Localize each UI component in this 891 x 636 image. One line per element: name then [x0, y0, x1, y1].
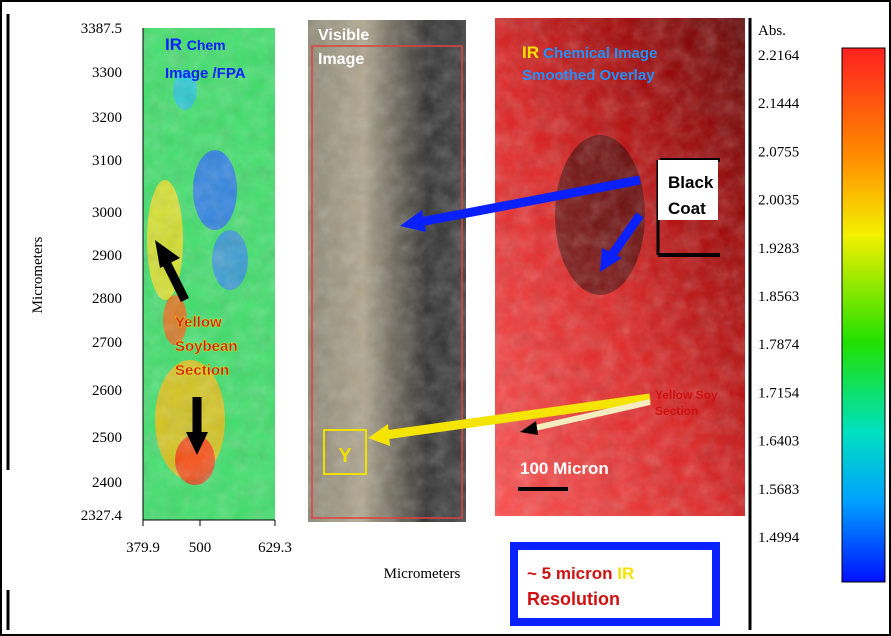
- colorbar-tick-label: 2.0755: [758, 144, 799, 160]
- y-tick-label: 2400: [92, 475, 122, 491]
- resolution-text: ~ 5 micron IR: [527, 564, 634, 583]
- overlay-image: [495, 18, 745, 516]
- colorbar-tick-label: 1.5683: [758, 482, 799, 498]
- annotation: Coat: [668, 199, 706, 218]
- title: IR Chem: [165, 35, 226, 54]
- title: Image /FPA: [165, 65, 246, 82]
- y-tick-label: 3200: [92, 110, 122, 126]
- y-tick-label: 3000: [92, 205, 122, 221]
- y-tick-label: 3300: [92, 65, 122, 81]
- x-tick-label: 500: [189, 540, 212, 556]
- figure: IR Chem Image /FPA Micrometers Micromete…: [0, 0, 891, 636]
- x-tick-label: 629.3: [258, 540, 292, 556]
- y-tick-label: 2900: [92, 248, 122, 264]
- colorbar-tick-label: 1.4994: [758, 530, 800, 546]
- colorbar-tick-label: 2.1444: [758, 96, 800, 112]
- y-tick-label: 2500: [92, 430, 122, 446]
- colorbar-tick-label: 1.7154: [758, 385, 800, 401]
- title: Smoothed Overlay: [522, 67, 655, 84]
- colorbar-tick-label: 1.7874: [758, 337, 800, 353]
- annotation: Black: [668, 173, 714, 192]
- x-tick-label: 379.9: [126, 540, 160, 556]
- resolution-box: [514, 546, 716, 622]
- x-axis-label: Micrometers: [384, 566, 461, 582]
- y-tick-label: 3100: [92, 153, 122, 169]
- colorbar-tick-label: 1.6403: [758, 434, 799, 450]
- title: Visible: [318, 27, 369, 44]
- colorbar-label: Abs.: [758, 23, 786, 39]
- annotation: Yellow: [175, 314, 222, 331]
- annotation: Section: [175, 362, 229, 379]
- colorbar-tick-label: 2.0035: [758, 193, 799, 209]
- y-tick-label: 2600: [92, 383, 122, 399]
- y-tick-label: 2800: [92, 291, 122, 307]
- ir-image: [143, 28, 275, 520]
- y-tick-label: 3387.5: [81, 21, 122, 37]
- colorbar-tick-label: 2.2164: [758, 48, 800, 64]
- annotation: Yellow Soy: [655, 388, 718, 402]
- colorbar: [842, 48, 885, 582]
- visible-image: [308, 20, 466, 522]
- marker: Y: [338, 445, 352, 467]
- resolution-text: Resolution: [527, 589, 620, 609]
- title: Image: [318, 51, 364, 68]
- annotation: Section: [655, 404, 698, 418]
- y-axis-label: Micrometers: [30, 237, 46, 314]
- annotation: Soybean: [175, 338, 238, 355]
- colorbar-tick-label: 1.8563: [758, 289, 799, 305]
- scale-bar-label: 100 Micron: [520, 459, 609, 478]
- title: IR Chemical Image: [522, 43, 657, 62]
- y-tick-label: 2700: [92, 335, 122, 351]
- colorbar-tick-label: 1.9283: [758, 241, 799, 257]
- y-tick-label: 2327.4: [81, 508, 123, 524]
